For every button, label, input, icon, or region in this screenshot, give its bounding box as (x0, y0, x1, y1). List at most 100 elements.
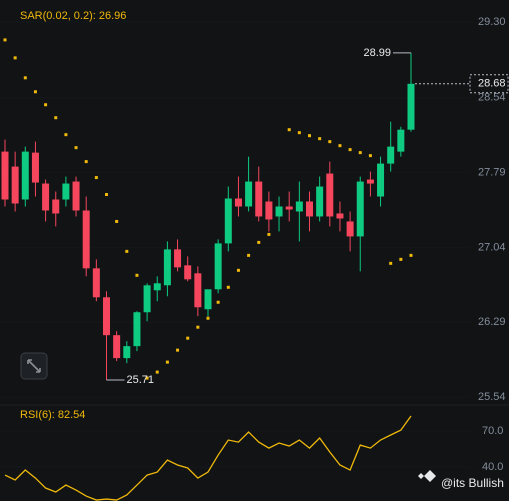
sar-dot (328, 140, 332, 144)
sar-dot (338, 144, 342, 148)
candle-body (326, 173, 334, 217)
sar-dot (216, 300, 220, 304)
sar-dot (94, 176, 98, 180)
sar-dot (155, 370, 159, 374)
sar-dot (74, 146, 78, 150)
sar-dot (236, 268, 240, 272)
sar-dot (308, 134, 311, 138)
rsi-label: RSI(6): 82.54 (20, 409, 85, 421)
candle-body (133, 312, 141, 347)
max-label: 28.99 (363, 47, 391, 59)
candle-body (21, 151, 29, 200)
candle-body (407, 83, 415, 130)
candle-body (295, 201, 303, 212)
labels: 29.30 28.54 27.79 27.04 26.29 25.54 70.0 40.0 28… (106, 16, 509, 473)
candle-body (224, 198, 232, 244)
candle-body (275, 206, 283, 217)
candle-body (174, 249, 182, 268)
candle-body (153, 283, 161, 291)
candle-body (11, 166, 19, 204)
marks (1, 38, 415, 501)
watermark-text: @its Bullish (441, 476, 504, 490)
candle-body (306, 201, 313, 217)
sar-dot (389, 261, 393, 265)
candle-body (255, 181, 263, 217)
sar-dot (267, 232, 271, 236)
sar-dot (176, 348, 180, 352)
candle-body (336, 213, 344, 219)
sar-dot (318, 137, 322, 141)
sar-dot (54, 116, 58, 120)
sar-dot (226, 285, 230, 289)
sar-dot (125, 249, 129, 253)
y-tick-label: 26.29 (478, 316, 506, 328)
candle-body (113, 335, 121, 359)
candle-body (194, 273, 202, 308)
rsi-tick-label: 40.0 (482, 461, 503, 473)
candle-body (163, 249, 171, 286)
sar-dot (135, 273, 139, 277)
candle-body (42, 183, 50, 211)
candle-body (184, 265, 192, 280)
expand-icon[interactable] (27, 359, 41, 373)
candle-body (143, 285, 151, 313)
y-tick-label: 28.54 (478, 92, 506, 104)
sar-dot (358, 151, 362, 155)
y-tick-label: 25.54 (478, 391, 506, 403)
candle-body (346, 221, 354, 237)
sar-label: SAR(0.02, 0.2): 26.96 (20, 10, 126, 22)
last-price-box (469, 74, 509, 94)
sar-dot (348, 148, 352, 152)
sar-dot (257, 240, 261, 244)
y-tick-label: 27.04 (478, 241, 506, 253)
candle-body (387, 146, 395, 164)
candle-body (82, 210, 90, 269)
last-price-label: 28.68 (478, 78, 506, 90)
sar-dot (165, 360, 169, 364)
candle-body (72, 181, 80, 211)
sar-dot (297, 131, 301, 135)
candle-body (92, 268, 100, 298)
candle-body (245, 181, 253, 207)
candle-body (204, 289, 212, 310)
y-tick-label: 27.79 (478, 166, 506, 178)
watermark-icon (418, 470, 436, 482)
sar-dot (196, 325, 200, 329)
sar-dot (409, 253, 413, 257)
sar-dot (105, 193, 108, 197)
candle-body (234, 198, 242, 207)
candle-body (31, 152, 39, 183)
candle-body (123, 346, 131, 359)
candle-body (285, 206, 293, 210)
expand-button[interactable] (20, 352, 48, 380)
sar-dot (186, 336, 190, 340)
candle-body (316, 186, 324, 217)
candle-body (265, 201, 273, 220)
sar-dot (84, 160, 88, 164)
rsi-tick-label: 70.0 (482, 425, 503, 437)
candle-body (356, 181, 364, 237)
candle-body (103, 297, 110, 336)
min-label: 25.71 (127, 374, 155, 386)
candle-body (52, 199, 60, 214)
watermark: @its Bullish (418, 470, 504, 490)
sar-dot (13, 56, 17, 60)
sar-dot (145, 376, 149, 380)
sar-dot (64, 133, 68, 137)
sar-dot (287, 128, 291, 132)
sar-dot (247, 253, 251, 257)
rsi-line (4, 415, 412, 501)
sar-dot (368, 154, 372, 158)
y-tick-label: 29.30 (478, 16, 506, 28)
sar-dot (23, 76, 27, 80)
candle-body (1, 151, 9, 200)
sar-dot (399, 257, 403, 261)
sar-dot (3, 38, 7, 42)
grid (0, 21, 470, 468)
sar-dot (115, 219, 119, 223)
candle-body (62, 183, 70, 200)
candle-body (377, 163, 385, 197)
